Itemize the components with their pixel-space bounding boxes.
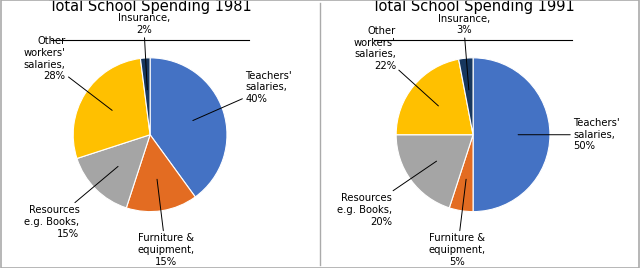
Title: Total School Spending 1991: Total School Spending 1991 <box>372 0 575 14</box>
Wedge shape <box>396 59 473 135</box>
Wedge shape <box>449 135 473 212</box>
Wedge shape <box>77 135 150 208</box>
Text: Insurance,
3%: Insurance, 3% <box>438 14 490 90</box>
Text: Resources
e.g. Books,
15%: Resources e.g. Books, 15% <box>24 166 118 239</box>
Text: Furniture &
equipment,
5%: Furniture & equipment, 5% <box>429 179 486 267</box>
Text: Teachers'
salaries,
50%: Teachers' salaries, 50% <box>518 118 620 151</box>
Point <box>479 63 486 66</box>
Text: Other
workers'
salaries,
22%: Other workers' salaries, 22% <box>354 26 438 106</box>
Wedge shape <box>140 58 150 135</box>
Text: Teachers'
salaries,
40%: Teachers' salaries, 40% <box>193 71 292 121</box>
Text: Insurance,
2%: Insurance, 2% <box>118 13 170 90</box>
Wedge shape <box>459 58 473 135</box>
Text: Other
workers'
salaries,
28%: Other workers' salaries, 28% <box>24 36 112 110</box>
Text: Resources
e.g. Books,
20%: Resources e.g. Books, 20% <box>337 161 436 227</box>
Wedge shape <box>473 58 550 212</box>
Wedge shape <box>126 135 195 212</box>
Point <box>214 63 221 66</box>
Wedge shape <box>73 58 150 158</box>
Text: Furniture &
equipment,
15%: Furniture & equipment, 15% <box>137 179 195 267</box>
Title: Total School Spending 1981: Total School Spending 1981 <box>49 0 252 14</box>
Point <box>537 63 545 66</box>
Wedge shape <box>150 58 227 197</box>
Wedge shape <box>396 135 473 208</box>
Point <box>156 63 163 66</box>
